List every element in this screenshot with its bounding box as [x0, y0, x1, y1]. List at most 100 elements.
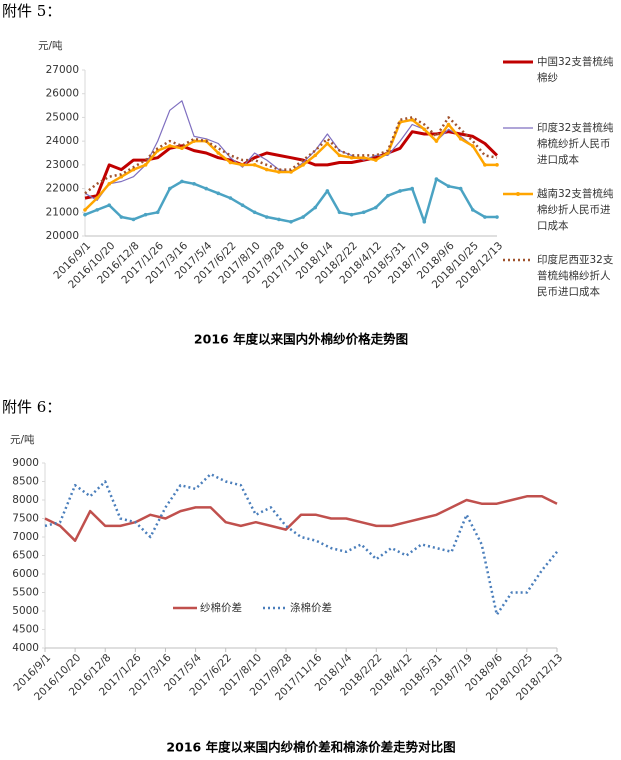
series-marker [458, 136, 463, 141]
y-axis-unit: 元/吨 [10, 433, 35, 446]
legend-label: 越南32支普梳纯棉纱折人民币进口成本 [537, 188, 614, 232]
legend-label: 印度尼西亚32支普梳纯棉纱折人民币进口成本 [537, 254, 614, 298]
y-tick-label: 6000 [12, 568, 39, 580]
series-marker [289, 170, 293, 174]
series-marker [119, 174, 124, 179]
series-line [44, 495, 558, 542]
series-marker [240, 203, 245, 207]
y-tick-label: 6500 [12, 550, 39, 562]
series-marker [301, 163, 305, 167]
series-marker [155, 210, 160, 215]
series-marker [252, 163, 257, 167]
series-marker [386, 193, 390, 198]
series-marker [119, 215, 124, 219]
heading: 附件 5： [2, 2, 61, 20]
series-marker [361, 155, 366, 160]
series-marker [422, 219, 427, 224]
legend-marker [516, 192, 520, 196]
series-marker [83, 212, 87, 217]
series-marker [470, 144, 475, 148]
series-marker [83, 208, 87, 212]
series-marker [143, 212, 148, 217]
series-marker [325, 189, 330, 193]
series-marker [313, 205, 318, 210]
series-marker [434, 139, 439, 143]
series-marker [349, 212, 354, 217]
series-marker [325, 141, 330, 146]
series-line [84, 116, 498, 195]
series-marker [107, 203, 112, 207]
y-tick-label: 7500 [12, 513, 39, 525]
y-tick-label: 8500 [12, 476, 39, 488]
series-marker [107, 182, 112, 186]
series-marker [277, 170, 281, 174]
legend-label: 涤棉价差 [290, 602, 332, 614]
series-marker [168, 186, 172, 191]
y-tick-label: 4000 [12, 642, 39, 654]
chart-title: 2016 年度以来国内外棉纱价格走势图 [194, 332, 408, 347]
series-marker [95, 196, 99, 200]
series-marker [483, 163, 487, 167]
series-marker [446, 184, 451, 188]
heading: 附件 6： [2, 398, 61, 416]
series-marker [264, 215, 269, 219]
y-tick-label: 23000 [46, 159, 79, 171]
series-line [44, 472, 558, 616]
series-marker [361, 210, 366, 215]
series-marker [252, 210, 257, 215]
y-tick-label: 27000 [46, 64, 79, 76]
series-marker [277, 217, 281, 222]
y-tick-label: 26000 [46, 88, 79, 100]
series-marker [180, 146, 184, 151]
series-marker [289, 219, 293, 224]
series-marker [470, 208, 475, 212]
series-marker [131, 217, 136, 222]
series-marker [422, 127, 427, 132]
y-tick-label: 22000 [46, 183, 79, 195]
series-marker [483, 215, 487, 219]
series-marker [131, 167, 136, 172]
series-marker [143, 163, 148, 167]
series-marker [374, 158, 378, 162]
series-marker [228, 196, 233, 200]
y-tick-label: 8000 [12, 494, 39, 506]
legend-label: 纱棉价差 [200, 602, 242, 614]
series-marker [228, 160, 233, 165]
series-marker [240, 163, 245, 167]
y-tick-label: 9000 [12, 457, 39, 469]
series-marker [398, 189, 402, 193]
y-tick-label: 4500 [12, 624, 39, 636]
legend-label: 中国32支普梳纯棉纱 [537, 56, 614, 84]
y-tick-label: 25000 [46, 111, 79, 123]
y-axis-unit: 元/吨 [38, 39, 63, 52]
series-marker [446, 122, 451, 127]
y-tick-label: 20000 [46, 230, 79, 242]
series-marker [216, 151, 221, 155]
series-marker [192, 182, 196, 186]
series-marker [180, 179, 184, 184]
series-marker [349, 155, 354, 160]
y-tick-label: 21000 [46, 206, 79, 218]
series-marker [168, 144, 172, 148]
series-marker [434, 177, 439, 181]
series-marker [337, 153, 342, 158]
series-marker [495, 215, 499, 219]
series-marker [301, 215, 305, 219]
series-marker [313, 153, 318, 158]
series-marker [204, 186, 208, 191]
legend-label: 印度32支普梳纯棉梳纱折人民币进口成本 [537, 122, 614, 166]
series-marker [374, 205, 378, 210]
series-marker [410, 186, 414, 191]
y-tick-label: 24000 [46, 135, 79, 147]
y-tick-label: 7000 [12, 531, 39, 543]
y-tick-label: 5500 [12, 587, 39, 599]
series-marker [216, 191, 221, 196]
series-marker [337, 210, 342, 215]
chart-title: 2016 年度以来国内纱棉价差和棉涤价差走势对比图 [166, 740, 455, 755]
series-marker [95, 208, 99, 212]
series-marker [410, 118, 414, 122]
series-marker [495, 163, 499, 167]
y-tick-label: 5000 [12, 605, 39, 617]
series-marker [264, 167, 269, 172]
